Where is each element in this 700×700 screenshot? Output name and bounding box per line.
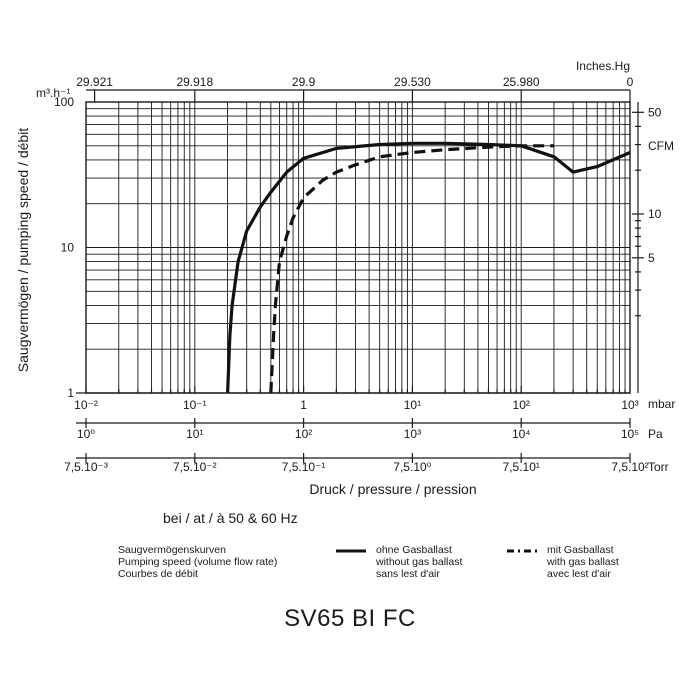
y-tick-label: 1: [67, 386, 74, 400]
legend-solid-label: sans lest d'air: [376, 568, 440, 580]
y-tick-label: 10: [61, 241, 75, 255]
pa-axis-tick-label: 10¹: [186, 427, 203, 441]
series-with-gas-ballast: [269, 144, 554, 394]
pa-axis-tick-label: 10²: [295, 427, 312, 441]
frequency-note: bei / at / à 50 & 60 Hz: [163, 510, 298, 526]
legend-dashed-label: with gas ballast: [546, 556, 619, 568]
pa-axis-tick-label: 10⁰: [77, 427, 95, 441]
mbar-axis-unit: mbar: [648, 397, 675, 411]
y-axis-unit: m³.h⁻¹: [36, 86, 70, 100]
legend-curves-title: Pumping speed (volume flow rate): [118, 556, 277, 568]
mbar-axis-tick-label: 10⁻¹: [183, 398, 207, 412]
legend-solid-label: ohne Gasballast: [376, 544, 452, 556]
torr-axis-tick-label: 7,5.10⁻³: [64, 460, 108, 474]
legend-dashed-label: mit Gasballast: [547, 544, 614, 556]
legend-curves-title: Saugvermögenskurven: [118, 544, 226, 556]
top-axis-tick-label: 29.530: [394, 75, 431, 89]
y-tick-label: 100: [54, 95, 74, 109]
mbar-axis-tick-label: 10⁻²: [74, 398, 98, 412]
top-axis-tick-label: 29.921: [76, 75, 113, 89]
right-axis-tick-label: 10: [648, 207, 662, 221]
torr-axis-unit: Torr: [648, 460, 669, 474]
text-layer: 29.921 29.918 29.9 29.530 25.980 0 Inches.Hg 10…: [15, 59, 675, 580]
top-axis-tick-label: 0: [627, 75, 634, 89]
top-axis-tick-label: 29.9: [292, 75, 316, 89]
right-axis-tick-label: 5: [648, 251, 655, 265]
torr-axis-tick-label: 7,5.10⁰: [393, 460, 431, 474]
torr-axis-tick-label: 7,5.10⁻²: [173, 460, 217, 474]
grid: [85, 102, 630, 394]
right-axis-tick-label: 50: [648, 105, 662, 119]
legend-curves-title: Courbes de débit: [118, 568, 198, 580]
mbar-axis-tick-label: 10³: [621, 398, 638, 412]
torr-axis-tick-label: 7,5.10²: [611, 460, 648, 474]
top-axis-tick-label: 25.980: [503, 75, 540, 89]
series-layer: [226, 141, 631, 394]
top-axis-tick-label: 29.918: [176, 75, 213, 89]
pa-axis-tick-label: 10⁵: [621, 427, 639, 441]
mbar-axis-tick-label: 10¹: [404, 398, 421, 412]
mbar-axis-tick-label: 1: [300, 398, 307, 412]
mbar-axis-tick-label: 10²: [513, 398, 530, 412]
torr-axis-tick-label: 7,5.10⁻¹: [282, 460, 326, 474]
right-axis-unit: CFM: [648, 139, 674, 153]
top-axis-unit: Inches.Hg: [576, 59, 630, 73]
axes-layer: [76, 89, 644, 463]
x-axis-title: Druck / pressure / pression: [309, 481, 476, 497]
pa-axis-tick-label: 10³: [404, 427, 421, 441]
model-title: SV65 BI FC: [284, 605, 416, 632]
legend-solid-label: without gas ballast: [375, 556, 462, 568]
y-axis-title: Saugvermögen / pumping speed / débit: [15, 128, 31, 372]
legend-dashed-label: avec lest d'air: [547, 568, 611, 580]
pa-axis-unit: Pa: [648, 427, 663, 441]
torr-axis-tick-label: 7,5.10¹: [503, 460, 540, 474]
series-without-gas-ballast: [226, 141, 631, 394]
pa-axis-tick-label: 10⁴: [512, 427, 531, 441]
